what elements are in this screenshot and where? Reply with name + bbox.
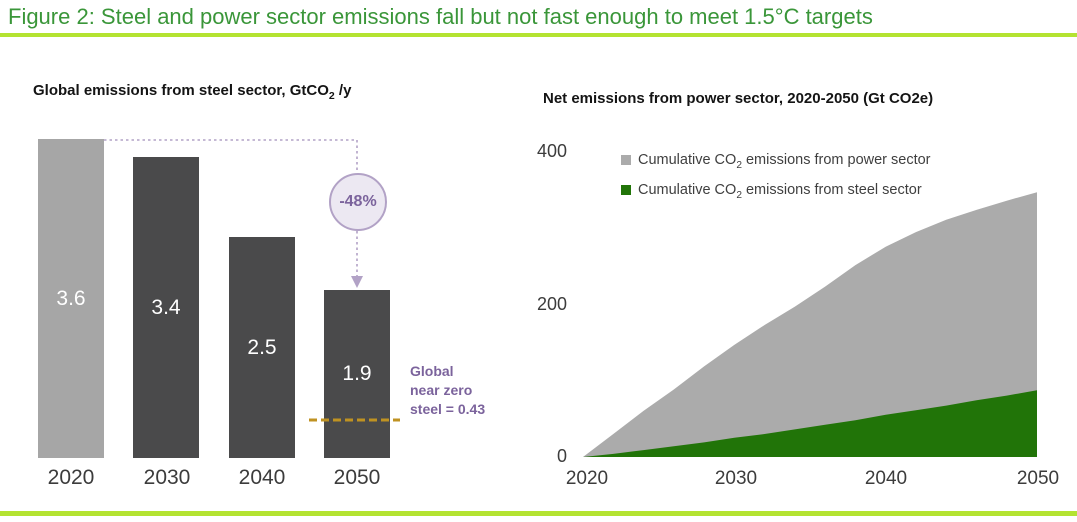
power-y-tick-400: 400	[536, 141, 567, 161]
bar-2020: 3.6	[38, 139, 104, 458]
power-chart-title: Net emissions from power sector, 2020-20…	[543, 90, 934, 108]
bar-2040: 2.5	[229, 237, 295, 458]
figure-title: Figure 2: Steel and power sector emissio…	[8, 4, 873, 29]
power-x-tick-2020: 2020	[565, 468, 609, 489]
power-y-tick-0: 0	[556, 446, 567, 466]
bar-value-label: 1.9	[342, 362, 372, 385]
steel-legend-suffix: emissions from steel sector	[741, 181, 922, 198]
legend-item-power: Cumulative CO2 emissions from power sect…	[621, 147, 931, 172]
near-zero-line-1: Global	[410, 363, 454, 379]
steel-legend-text: Cumulative CO	[638, 181, 737, 198]
steel-legend-label: Cumulative CO2 emissions from steel sect…	[638, 181, 922, 201]
steel-legend-swatch-icon	[621, 184, 631, 195]
steel-x-tick-2050: 2050	[333, 466, 381, 489]
power-legend-swatch-icon	[621, 154, 631, 165]
near-zero-line-2: near zero	[410, 382, 473, 398]
percent-change-badge: -48%	[329, 173, 387, 231]
power-legend-label: Cumulative CO2 emissions from power sect…	[638, 151, 931, 171]
near-zero-steel-label: Global near zero steel = 0.43	[410, 362, 485, 419]
bar-value-label: 3.6	[56, 286, 86, 310]
bar-value-label: 3.4	[151, 295, 181, 319]
chart-legend: Cumulative CO2 emissions from power sect…	[621, 147, 931, 207]
down-arrow-icon	[351, 276, 363, 288]
title-underline-rule	[0, 33, 1077, 37]
bar-value-label: 2.5	[247, 335, 277, 359]
power-legend-text: Cumulative CO	[638, 151, 737, 168]
co2-subscript: 2	[736, 189, 742, 201]
power-x-tick-2030: 2030	[714, 468, 758, 489]
bottom-rule	[0, 511, 1077, 516]
near-zero-line-3: steel = 0.43	[410, 401, 486, 417]
area-plot	[583, 192, 1037, 457]
steel-chart-title-text: Global emissions from steel sector, GtCO	[33, 82, 329, 100]
steel-chart-title: Global emissions from steel sector, GtCO…	[33, 82, 352, 103]
steel-x-tick-2020: 2020	[47, 466, 95, 489]
power-x-tick-2040: 2040	[864, 468, 908, 489]
power-legend-suffix: emissions from power sector	[741, 151, 931, 168]
power-cumulative-area	[583, 192, 1037, 457]
steel-x-tick-2030: 2030	[143, 466, 191, 489]
steel-chart-title-suffix: /y	[334, 82, 352, 100]
power-x-tick-2050: 2050	[1016, 468, 1060, 489]
bar-2050: 1.9	[324, 290, 390, 458]
power-y-tick-200: 200	[536, 294, 567, 314]
co2-subscript: 2	[328, 90, 335, 103]
co2-subscript: 2	[736, 159, 742, 171]
legend-item-steel: Cumulative CO2 emissions from steel sect…	[621, 177, 931, 202]
steel-x-tick-2040: 2040	[238, 466, 286, 489]
steel-cumulative-area	[583, 390, 1037, 457]
bar-2030: 3.4	[133, 157, 199, 458]
